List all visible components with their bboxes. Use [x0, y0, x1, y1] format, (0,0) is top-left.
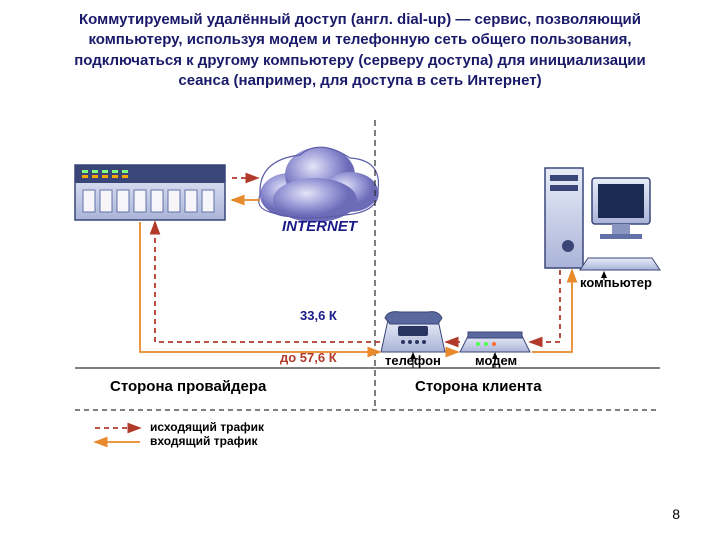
modem-label: модем	[475, 353, 517, 368]
client-section-label: Сторона клиента	[415, 378, 542, 395]
speed2-label: до 57,6 К	[280, 350, 337, 365]
phone-icon	[381, 312, 445, 352]
speed1-label: 33,6 К	[300, 308, 337, 323]
router-icon	[75, 165, 225, 220]
legend-incoming-label: входящий трафик	[150, 434, 258, 448]
title-p1: Коммутируемый удалённый доступ (англ.	[79, 11, 397, 28]
computer-icon	[545, 168, 660, 270]
title-text: Коммутируемый удалённый доступ (англ. di…	[0, 0, 720, 96]
legend-arrows	[95, 428, 140, 442]
computer-label: компьютер	[580, 275, 652, 290]
title-bold: dial-up	[397, 11, 446, 28]
internet-label: INTERNET	[282, 218, 357, 235]
phone-label: телефон	[385, 353, 441, 368]
internet-cloud-icon	[259, 147, 379, 222]
provider-section-label: Сторона провайдера	[110, 378, 266, 395]
page-number: 8	[672, 506, 680, 522]
modem-icon	[460, 332, 530, 352]
network-diagram: INTERNET 33,6 К до 57,6 К телефон модем …	[0, 120, 720, 500]
legend-outgoing-label: исходящий трафик	[150, 420, 264, 434]
diagram-svg	[0, 120, 720, 500]
